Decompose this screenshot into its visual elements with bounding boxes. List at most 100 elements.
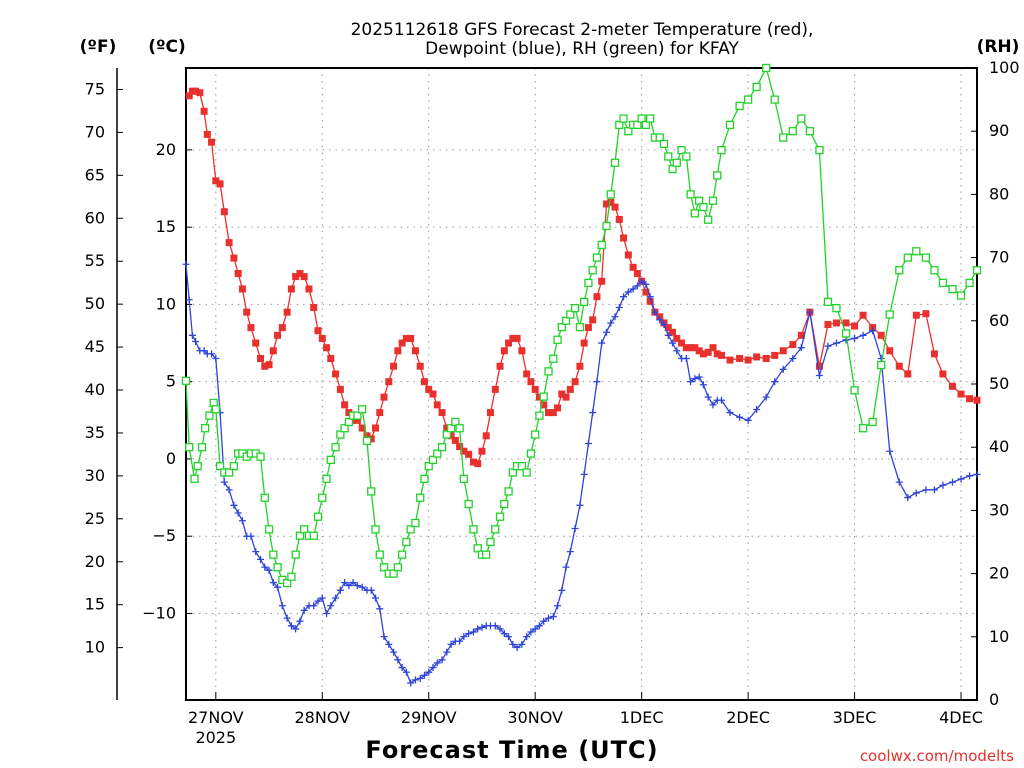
rh-point (260, 493, 269, 502)
rh-point (190, 474, 199, 483)
rh-point (610, 158, 620, 167)
temperature-point (736, 355, 744, 363)
rh-point (517, 462, 527, 471)
dewpoint-point (349, 579, 357, 587)
rh-point (331, 443, 340, 452)
temperature-point (580, 339, 588, 347)
temperature-point (540, 401, 548, 409)
fahrenheit-tick-label: 35 (85, 423, 105, 442)
temperature-point (726, 356, 734, 364)
temperature-point (678, 339, 686, 347)
temperature-point (208, 138, 216, 146)
dewpoint-point (513, 643, 521, 651)
dewpoint-point (584, 439, 592, 447)
rh-point (336, 430, 345, 439)
dewpoint-point (717, 396, 725, 404)
rh-point (672, 158, 681, 167)
temperature-point (611, 203, 619, 211)
temperature-point (513, 334, 521, 342)
rh-point (256, 452, 265, 461)
dewpoint-point (549, 613, 557, 621)
dewpoint-point (300, 606, 308, 614)
series-dewpoint (182, 260, 981, 687)
temperature-point (469, 458, 477, 466)
dewpoint-point (580, 470, 588, 478)
rh-point (561, 316, 571, 325)
rh-point (486, 537, 495, 547)
rh-point (491, 525, 500, 534)
temperature-point (558, 390, 566, 398)
rh-point (566, 310, 575, 319)
dewpoint-point (296, 617, 304, 625)
fahrenheit-tick-label: 75 (85, 79, 105, 98)
dewpoint-point (469, 628, 477, 636)
rh-point (313, 512, 323, 521)
rh-point (912, 247, 921, 256)
temperature-point (554, 404, 562, 412)
rh-point (411, 518, 420, 528)
celsius-tick-label: 10 (156, 294, 176, 313)
dewpoint-point (651, 308, 659, 316)
dewpoint-point (367, 586, 375, 594)
dewpoint-point (385, 640, 393, 648)
temperature-point (518, 347, 526, 355)
rh-point (504, 487, 513, 496)
temperature-point (305, 285, 313, 293)
rh-point (322, 474, 331, 483)
rh-point (522, 468, 531, 477)
rh-point (972, 266, 982, 275)
rh-point (624, 127, 633, 136)
temperature-point (407, 334, 415, 342)
temperature-point (185, 92, 193, 100)
dewpoint-point (234, 509, 242, 517)
rh-point (885, 310, 894, 319)
temperature-point (192, 87, 200, 95)
temperature-point (851, 322, 859, 330)
temperature-point (243, 308, 251, 316)
dewpoint-point (353, 582, 361, 590)
dewpoint-point (318, 594, 326, 602)
temperature-point (576, 362, 584, 370)
rh-point (544, 367, 553, 376)
dewpoint-point (789, 355, 797, 363)
rh-point (442, 430, 451, 439)
gridlines (186, 68, 977, 700)
temperature-point (832, 319, 840, 327)
dewpoint-point (438, 656, 446, 664)
rh-point (921, 253, 931, 262)
dewpoint-point (257, 555, 265, 563)
dewpoint-point (407, 679, 415, 687)
rh-point (269, 550, 278, 559)
celsius-tick-label: 20 (156, 140, 176, 159)
rh-point (264, 525, 274, 534)
temperature-point (341, 401, 349, 409)
dewpoint-point (443, 648, 451, 656)
temperature-point (376, 409, 384, 417)
dewpoint-point (949, 478, 957, 486)
rh-point (389, 569, 398, 578)
rh-point (694, 196, 704, 205)
temperature-point (238, 285, 246, 293)
dewpoint-point (261, 563, 269, 571)
dewpoint-point (824, 342, 832, 350)
temperature-point (713, 350, 721, 358)
dewpoint-point (314, 597, 322, 605)
dewpoint-point (922, 486, 930, 494)
chart-title-line2: Dewpoint (blue), RH (green) for KFAY (425, 39, 739, 59)
rh-point (584, 278, 593, 288)
rh-point (201, 424, 210, 433)
dewpoint-point (593, 378, 601, 386)
temperature-point (371, 424, 379, 432)
rh-point (205, 411, 214, 420)
dewpoint-point (500, 630, 508, 638)
dewpoint-point (433, 659, 441, 667)
dewpoint-point (323, 609, 331, 617)
dewpoint-point (287, 622, 295, 630)
temperature-point (345, 409, 353, 417)
temperature-point (646, 297, 654, 305)
rh-point (903, 253, 912, 262)
fahrenheit-tick-label: 60 (85, 208, 105, 227)
rh-tick-label: 50 (989, 374, 1009, 393)
dewpoint-point (656, 316, 664, 324)
fahrenheit-tick-label: 30 (85, 466, 105, 485)
